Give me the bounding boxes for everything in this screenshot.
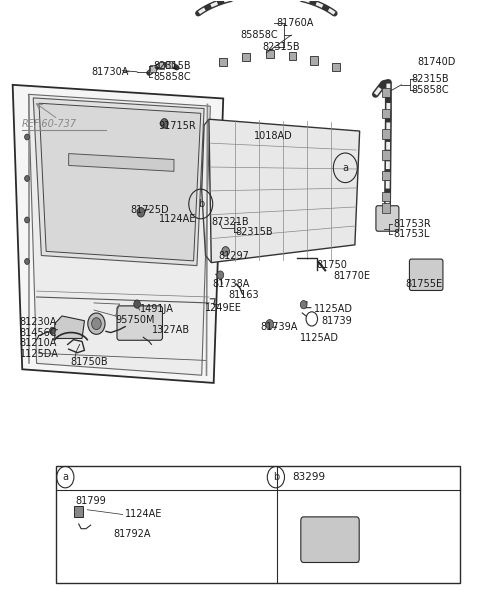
Bar	[382, 203, 390, 213]
Text: 91715R: 91715R	[158, 121, 196, 131]
FancyBboxPatch shape	[117, 306, 162, 340]
Circle shape	[217, 271, 224, 279]
Text: 81230A: 81230A	[20, 317, 57, 327]
Circle shape	[88, 313, 105, 334]
Circle shape	[24, 175, 29, 181]
Text: 1125DA: 1125DA	[20, 349, 59, 359]
Text: 81297: 81297	[218, 251, 249, 261]
Text: 81799: 81799	[75, 497, 106, 507]
Circle shape	[222, 247, 229, 256]
Bar	[382, 170, 390, 180]
Text: 1018AD: 1018AD	[254, 131, 293, 141]
Text: 81725D: 81725D	[130, 205, 168, 215]
Polygon shape	[12, 85, 223, 383]
Polygon shape	[33, 98, 204, 266]
Bar	[382, 191, 390, 201]
Text: 1327AB: 1327AB	[152, 325, 190, 335]
Text: b: b	[273, 472, 279, 482]
Bar	[382, 129, 390, 139]
Text: REF.60-737: REF.60-737	[22, 119, 77, 129]
Text: 81750: 81750	[317, 260, 348, 270]
Text: 1125AD: 1125AD	[314, 305, 353, 314]
Circle shape	[134, 300, 141, 308]
Text: 81750B: 81750B	[70, 357, 108, 367]
Text: 81740D: 81740D	[417, 58, 456, 67]
Circle shape	[24, 258, 29, 264]
Circle shape	[24, 217, 29, 223]
Text: 1249EE: 1249EE	[205, 304, 242, 313]
Text: b: b	[198, 199, 204, 209]
Bar	[382, 150, 390, 160]
Text: 81753R: 81753R	[393, 219, 431, 229]
Text: 81730A: 81730A	[92, 67, 129, 77]
Text: 82315B: 82315B	[153, 61, 191, 71]
Text: 1491JA: 1491JA	[140, 304, 173, 314]
Text: 95750M: 95750M	[116, 314, 155, 324]
Circle shape	[266, 320, 274, 329]
Text: 82315B: 82315B	[235, 228, 273, 238]
Circle shape	[300, 301, 307, 309]
Text: 85858C: 85858C	[240, 30, 277, 40]
Text: 82315B: 82315B	[411, 74, 449, 84]
Text: 81792A: 81792A	[113, 529, 151, 539]
Circle shape	[160, 119, 168, 128]
Bar	[332, 63, 339, 71]
Text: 85858C: 85858C	[411, 85, 449, 95]
Polygon shape	[209, 119, 360, 263]
Bar	[311, 56, 318, 65]
Bar	[382, 88, 390, 97]
Polygon shape	[69, 154, 174, 171]
Bar	[158, 62, 164, 69]
FancyBboxPatch shape	[301, 517, 359, 563]
Text: 81753L: 81753L	[393, 229, 430, 239]
Text: 81760A: 81760A	[276, 18, 313, 28]
FancyBboxPatch shape	[409, 259, 443, 290]
Text: a: a	[62, 472, 68, 482]
Bar	[289, 52, 297, 60]
Bar	[56, 466, 460, 583]
Bar	[266, 50, 274, 58]
Bar	[242, 53, 250, 61]
Text: 85858C: 85858C	[153, 71, 191, 81]
Text: 81755E: 81755E	[405, 279, 442, 289]
Text: 81738A: 81738A	[213, 279, 250, 289]
Circle shape	[92, 318, 101, 330]
Bar	[382, 109, 390, 118]
Bar	[74, 506, 84, 517]
Text: 81739: 81739	[322, 315, 352, 326]
Text: 81210A: 81210A	[20, 338, 57, 348]
Text: 81456C: 81456C	[20, 327, 57, 337]
Text: 81739A: 81739A	[261, 322, 298, 332]
Text: 1125AD: 1125AD	[300, 333, 339, 343]
Circle shape	[137, 207, 145, 217]
Circle shape	[24, 134, 29, 140]
Text: 83299: 83299	[293, 472, 326, 482]
Polygon shape	[39, 103, 201, 261]
FancyBboxPatch shape	[376, 206, 399, 231]
Bar	[219, 58, 227, 66]
Circle shape	[49, 327, 55, 334]
Polygon shape	[28, 94, 210, 375]
Text: 1124AE: 1124AE	[125, 510, 163, 520]
Text: 1124AE: 1124AE	[158, 214, 196, 225]
Text: 87321B: 87321B	[211, 217, 249, 228]
Text: 81770E: 81770E	[333, 271, 371, 281]
Text: 82315B: 82315B	[263, 42, 300, 52]
Bar	[150, 65, 156, 72]
Text: 81163: 81163	[228, 290, 259, 300]
Polygon shape	[55, 316, 84, 339]
Bar	[166, 61, 172, 68]
Text: a: a	[342, 163, 348, 173]
